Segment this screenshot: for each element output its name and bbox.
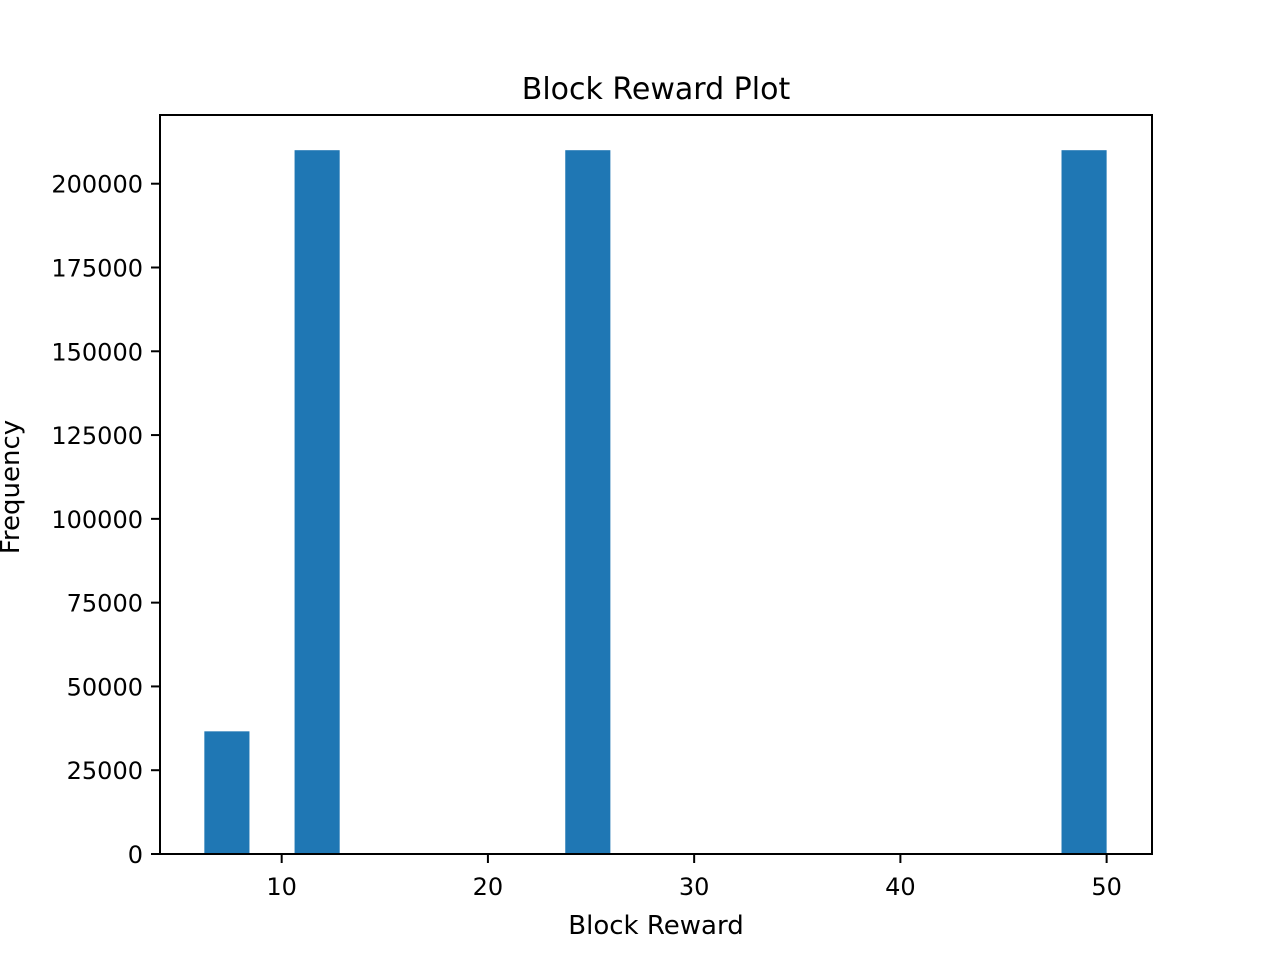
y-axis-ticks: 0 25000 50000 75000 100000 125000 150000 175000…: [51, 171, 160, 869]
histogram-bar-1: [204, 731, 250, 854]
x-axis-ticks: 10 20 30 40 50: [266, 854, 1122, 901]
y-tick-label: 50000: [67, 673, 143, 701]
y-tick-label: 75000: [67, 590, 143, 618]
histogram-bar-2: [294, 150, 340, 854]
y-tick-label: 125000: [51, 422, 143, 450]
y-tick-label: 175000: [51, 254, 143, 282]
x-tick-label: 10: [266, 873, 297, 901]
histogram-bar-4: [1061, 150, 1107, 854]
x-tick-label: 40: [885, 873, 916, 901]
bars-group: [204, 150, 1107, 854]
y-tick-label: 150000: [51, 338, 143, 366]
y-tick-label: 200000: [51, 171, 143, 199]
y-tick-label: 100000: [51, 506, 143, 534]
y-tick-label: 0: [128, 841, 143, 869]
plot-frame: [159, 114, 1153, 855]
y-tick-label: 25000: [67, 757, 143, 785]
x-tick-label: 30: [679, 873, 710, 901]
y-axis-label: Frequency: [0, 420, 26, 554]
x-axis-label: Block Reward: [568, 911, 743, 941]
chart-title: Block Reward Plot: [522, 72, 791, 107]
x-tick-label: 20: [473, 873, 504, 901]
histogram-bar-3: [565, 150, 611, 854]
x-tick-label: 50: [1091, 873, 1122, 901]
